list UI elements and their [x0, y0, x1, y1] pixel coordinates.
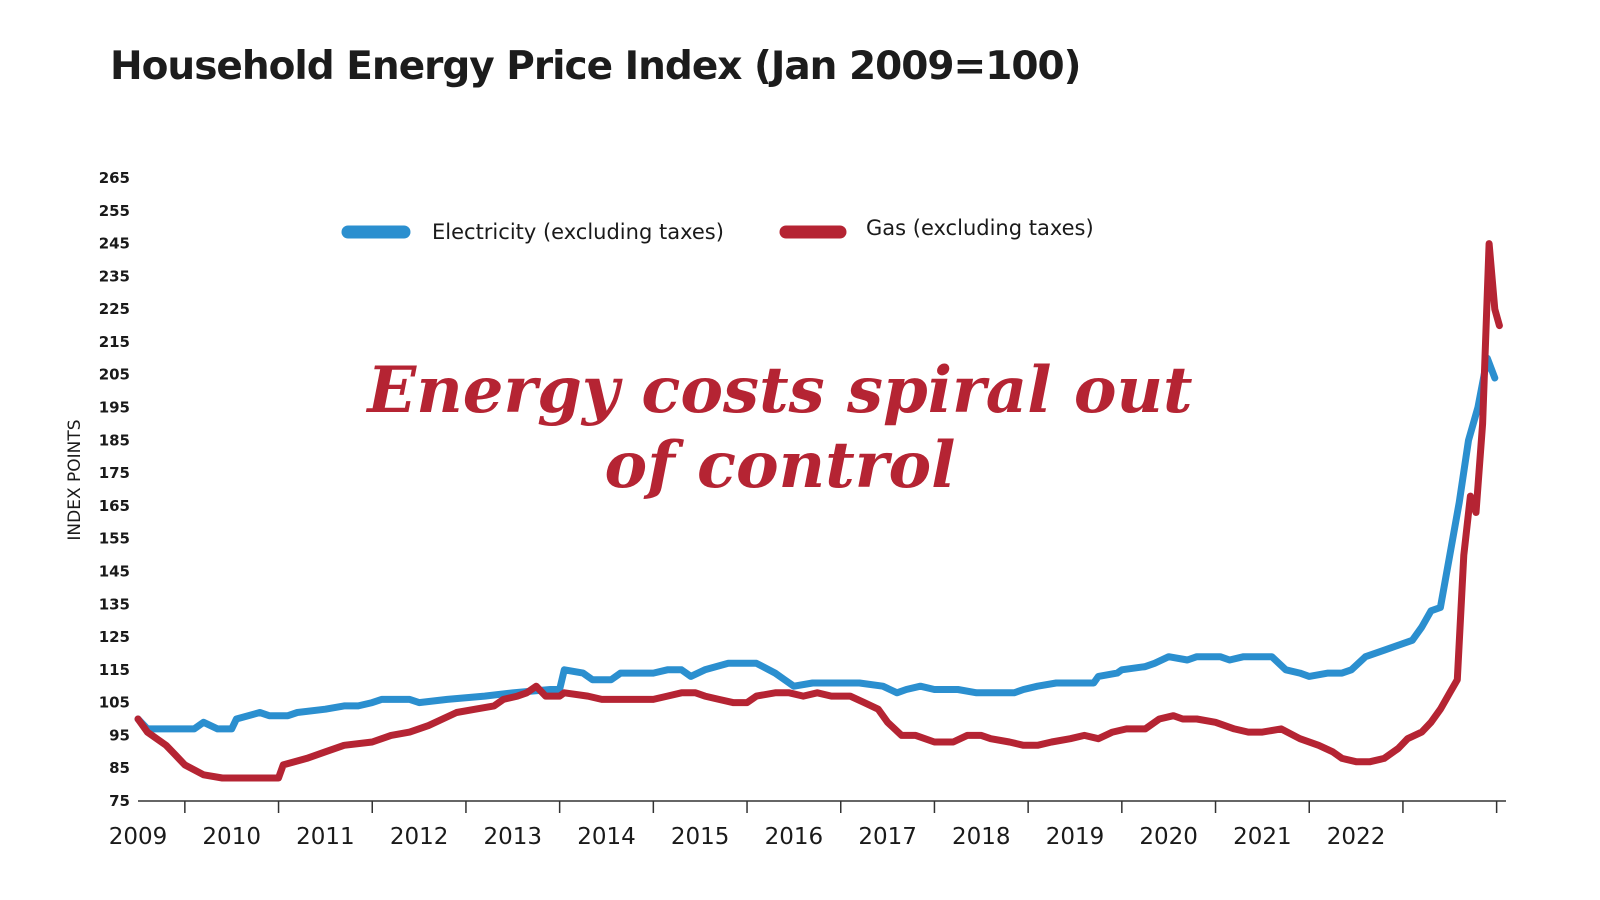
y-tick-label: 265 — [99, 169, 130, 187]
legend-label-gas: Gas (excluding taxes) — [866, 216, 1094, 240]
legend: Electricity (excluding taxes) Gas (exclu… — [341, 216, 1094, 244]
x-tick-label: 2012 — [390, 824, 449, 850]
y-tick-label: 155 — [99, 530, 130, 548]
x-tick-label: 2021 — [1233, 824, 1292, 850]
y-tick-label: 195 — [99, 399, 130, 417]
y-axis-label: INDEX POINTS — [65, 419, 85, 540]
y-tick-label: 235 — [99, 267, 130, 285]
series-layer — [134, 240, 1503, 782]
x-tick-label: 2014 — [577, 824, 636, 850]
chart-title: Household Energy Price Index (Jan 2009=1… — [110, 44, 1081, 89]
y-tick-label: 95 — [109, 726, 130, 744]
y-tick-label: 125 — [99, 628, 130, 646]
y-tick-label: 115 — [99, 661, 130, 679]
series-line-electricity — [134, 354, 1499, 733]
x-tick-label: 2022 — [1327, 824, 1386, 850]
x-tick-label: 2016 — [765, 824, 824, 850]
x-tick-label: 2010 — [202, 824, 261, 850]
x-tick-label: 2011 — [296, 824, 355, 850]
y-tick-label: 185 — [99, 431, 130, 449]
x-tick-label: 2013 — [484, 824, 543, 850]
x-tick-label: 2009 — [109, 824, 168, 850]
legend-label-electricity: Electricity (excluding taxes) — [432, 220, 724, 244]
y-tick-label: 225 — [99, 300, 130, 318]
y-tick-label: 75 — [109, 792, 130, 810]
annotation: Energy costs spiral out of control — [365, 353, 1192, 503]
y-tick-label: 145 — [99, 562, 130, 580]
y-tick-label: 165 — [99, 497, 130, 515]
annotation-text: Energy costs spiral out — [365, 353, 1192, 428]
y-tick-label: 205 — [99, 366, 130, 384]
x-tick-label: 2019 — [1046, 824, 1105, 850]
y-tick-label: 175 — [99, 464, 130, 482]
y-tick-label: 255 — [99, 202, 130, 220]
x-tick-label: 2017 — [858, 824, 917, 850]
y-axis-ticks: 265 255 245 235 225 215 205 195 185 175 165 155 145 1… — [99, 169, 130, 810]
y-tick-label: 215 — [99, 333, 130, 351]
series-line-gas — [134, 240, 1503, 782]
x-tick-label: 2018 — [952, 824, 1011, 850]
annotation-text-continued: of control — [605, 428, 956, 503]
x-tick-label: 2015 — [671, 824, 730, 850]
y-tick-label: 105 — [99, 694, 130, 712]
y-tick-label: 135 — [99, 595, 130, 613]
y-tick-label: 85 — [109, 759, 130, 777]
x-axis-ticks: 2009 2010 2011 2012 2013 2014 2015 2016 2017 2018… — [109, 801, 1498, 850]
y-tick-label: 245 — [99, 235, 130, 253]
x-tick-label: 2020 — [1139, 824, 1198, 850]
